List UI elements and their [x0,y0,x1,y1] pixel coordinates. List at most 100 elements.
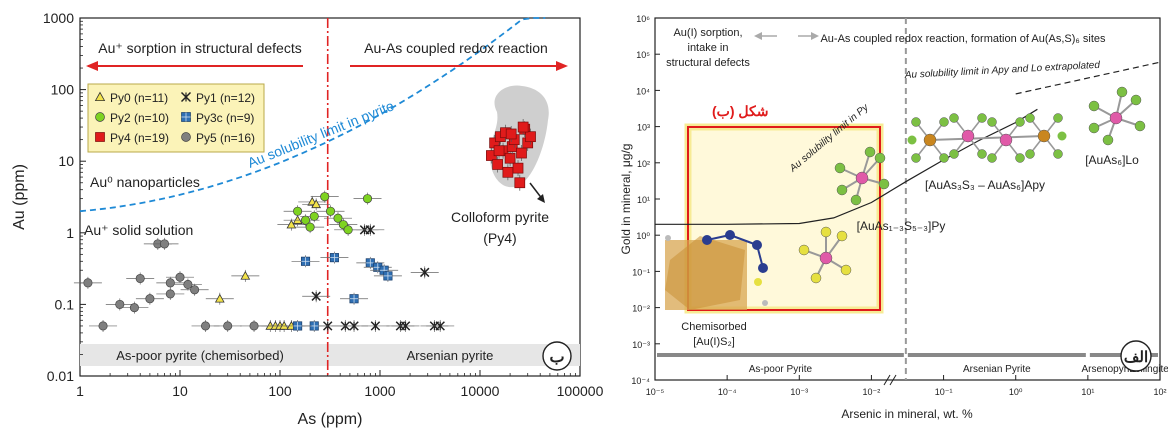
redox-label: Au-As coupled redox reaction [364,40,548,56]
y-axis-title-a: Gold in mineral, μg/g [619,144,633,255]
legend-label: Py2 (n=10) [110,111,169,125]
chemisorbed-label: Chemisorbed [681,321,746,333]
series-py4 [486,119,536,191]
data-point [165,278,175,288]
y-tick-label-a: 10⁶ [636,14,650,24]
data-point [165,289,175,299]
data-point [525,131,536,143]
chemisorbed-formula: [Au(I)S₂] [693,336,735,348]
x-tick-label-b: 100 [268,383,292,399]
data-point [305,222,315,232]
panel-a-letter: الف [1124,349,1148,366]
legend-marker [181,132,191,142]
y-tick-label-a: 10⁻¹ [632,267,650,277]
y-tick-label-a: 10⁻³ [632,340,650,350]
data-point [492,159,503,170]
highlight-box [687,126,881,311]
panel-a-line: 10⁻⁵ 10⁻⁴ 10⁻³ 10⁻² 10⁻¹ 10⁰ 10¹ 10²10⁻⁴10⁻³10⁻… [619,14,1168,421]
x-tick-label-b: 1000 [364,383,395,399]
arsenian-label: Arsenian pyrite [407,348,494,363]
x-tick-label-a: 10² [1153,387,1166,397]
extrapolated-line [1015,61,1161,95]
data-point [190,285,200,295]
py-molecule-lower [798,226,852,284]
panel-b-scatter: As-poor pyrite (chemisorbed) Arsenian py… [11,10,604,428]
x-axis-title-a: Arsenic in mineral, wt. % [841,407,973,421]
y-tick-label-a: 10⁻⁴ [631,376,650,386]
data-point [145,294,155,304]
data-point [223,321,233,331]
data-point [286,219,297,229]
colloform-pointer-head [537,194,545,203]
data-point [349,321,359,331]
data-point [175,272,185,282]
mineral-range-label: Löllingite [1129,364,1168,375]
legend-label: Py5 (n=16) [196,131,255,145]
y-tick-label-b: 10 [58,153,74,169]
molecule-sketches [798,86,1146,284]
series-py3c [283,251,402,332]
y-tick-label-b: 0.1 [55,296,75,312]
legend-label: Py1 (n=12) [196,91,255,105]
data-point [240,270,251,280]
right-arrowhead [556,61,568,71]
x-axis-title-b: As (ppm) [298,411,363,428]
data-point [400,321,411,331]
left-header-2: intake in [688,42,729,54]
as-poor-band [80,344,331,366]
left-arrowhead [86,61,98,71]
y-tick-label-b: 1000 [43,10,74,26]
y-tick-label-b: 100 [51,82,75,98]
y-tick-label-a: 10¹ [637,195,650,205]
left-header-3: structural defects [666,57,750,69]
data-point [311,291,321,301]
panel-a-badge [1120,340,1152,372]
legend-marker [94,91,106,101]
data-point [214,293,225,303]
panel-b-badge [542,341,572,371]
x-tick-label-a: 10⁻⁵ [646,387,665,397]
data-point [311,199,322,209]
data-point [292,215,303,224]
data-point [419,267,430,278]
mineral-range-label: As-poor Pyrite [749,364,813,375]
solubility-curve [79,17,546,213]
data-point [505,128,517,140]
apy-molecule-chain [907,113,1067,163]
data-point [435,321,445,331]
data-point [135,273,145,284]
header-arrowhead-right [811,32,819,40]
data-point [517,121,529,133]
py-molecule-upper [834,146,890,206]
data-point [365,225,376,235]
apy-complex-label: [AuAs₃S₃ – AuAs₆]Apy [925,178,1045,192]
solubility-curve-py [655,108,1038,225]
x-tick-label-a: 10⁻² [863,387,881,397]
x-tick-label-b: 10 [172,383,188,399]
sorption-label: Au⁺ sorption in structural defects [98,40,302,56]
data-point [293,206,303,216]
series-py2 [283,190,382,236]
x-tick-label-a: 10¹ [1081,387,1094,397]
data-point [504,152,516,164]
legend-marker [95,112,105,122]
nanoparticles-label: Au⁰ nanoparticles [90,174,200,190]
series-py5 [73,237,269,332]
legend-box [87,83,265,153]
y-tick-label-b: 0.01 [47,368,74,384]
data-point [300,256,311,266]
mineral-range-label: Arsenopyrite [1082,364,1139,375]
py-complex-label: [AuAs₁₋₃S₅₋₃]Py [857,219,946,233]
data-point [333,213,343,223]
legend-marker [181,112,191,122]
data-point [293,321,303,331]
x-tick-label-a: 10⁻⁴ [718,387,737,397]
panel-b-letter: ب [549,349,564,366]
data-point [98,321,108,331]
data-point [200,321,211,331]
curves-b [79,17,546,376]
data-points-b [73,119,536,332]
data-point [309,211,319,221]
mineral-ranges: As-poor Pyrite Arsenian Pyrite Arsenopyrit… [657,353,1168,386]
x-tick-label-a: 10⁻³ [790,387,808,397]
